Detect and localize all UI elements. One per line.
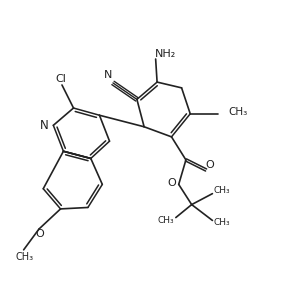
Text: N: N — [39, 119, 48, 132]
Text: O: O — [35, 229, 44, 239]
Text: O: O — [167, 178, 176, 188]
Text: CH₃: CH₃ — [214, 218, 230, 227]
Text: O: O — [205, 160, 214, 170]
Text: CH₃: CH₃ — [228, 107, 248, 117]
Text: CH₃: CH₃ — [15, 252, 33, 262]
Text: N: N — [104, 70, 112, 80]
Text: CH₃: CH₃ — [214, 186, 230, 195]
Text: Cl: Cl — [55, 74, 66, 84]
Text: NH₂: NH₂ — [155, 49, 176, 59]
Text: CH₃: CH₃ — [157, 216, 174, 225]
